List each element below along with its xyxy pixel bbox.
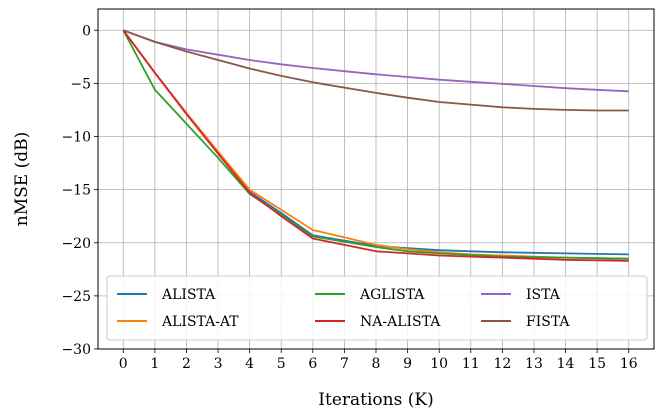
legend-label: ISTA: [526, 287, 561, 303]
series-line-na-alista: [122, 29, 629, 262]
y-axis-ticks: 0 −5 −10 −15 −20 −25 −30: [61, 23, 98, 358]
x-tick-label: 5: [277, 356, 286, 372]
x-tick-label: 0: [119, 356, 128, 372]
x-tick-label: 2: [182, 356, 191, 372]
y-tick-label: −25: [61, 289, 91, 305]
legend-label: ALISTA: [161, 287, 216, 303]
y-tick-label: −5: [70, 76, 91, 92]
series-line-fista: [122, 29, 629, 112]
x-tick-label: 11: [462, 356, 480, 372]
x-tick-label: 8: [372, 356, 381, 372]
legend-label: AGLISTA: [359, 287, 425, 303]
y-tick-label: −20: [61, 236, 91, 252]
y-tick-label: 0: [82, 23, 91, 39]
series-line-ista: [122, 29, 629, 93]
x-tick-label: 10: [430, 356, 448, 372]
series-lines: [122, 29, 629, 262]
x-tick-label: 13: [525, 356, 543, 372]
x-tick-label: 15: [588, 356, 606, 372]
x-tick-label: 4: [245, 356, 254, 372]
x-axis-label: Iterations (K): [318, 390, 433, 410]
y-tick-label: −15: [61, 183, 91, 199]
x-tick-label: 16: [620, 356, 638, 372]
legend-label: ALISTA-AT: [161, 314, 239, 330]
x-tick-label: 3: [214, 356, 223, 372]
y-axis-label: nMSE (dB): [12, 132, 32, 226]
x-tick-label: 9: [403, 356, 412, 372]
series-line-aglista: [122, 29, 629, 260]
legend-label: NA-ALISTA: [360, 314, 441, 330]
legend-box: [106, 275, 648, 341]
y-tick-label: −30: [61, 342, 91, 358]
x-tick-label: 7: [340, 356, 349, 372]
x-tick-label: 12: [493, 356, 511, 372]
x-tick-label: 14: [557, 356, 575, 372]
y-tick-label: −10: [61, 130, 91, 146]
x-axis-ticks: 0 1 2 3 4 5 6 7 8 9 10 11 12 13 14 15 16: [119, 349, 638, 372]
x-tick-label: 6: [308, 356, 317, 372]
legend-label: FISTA: [526, 314, 570, 330]
legend: ALISTA ALISTA-AT AGLISTA NA-ALISTA ISTA FISTA: [106, 275, 648, 341]
x-tick-label: 1: [150, 356, 159, 372]
